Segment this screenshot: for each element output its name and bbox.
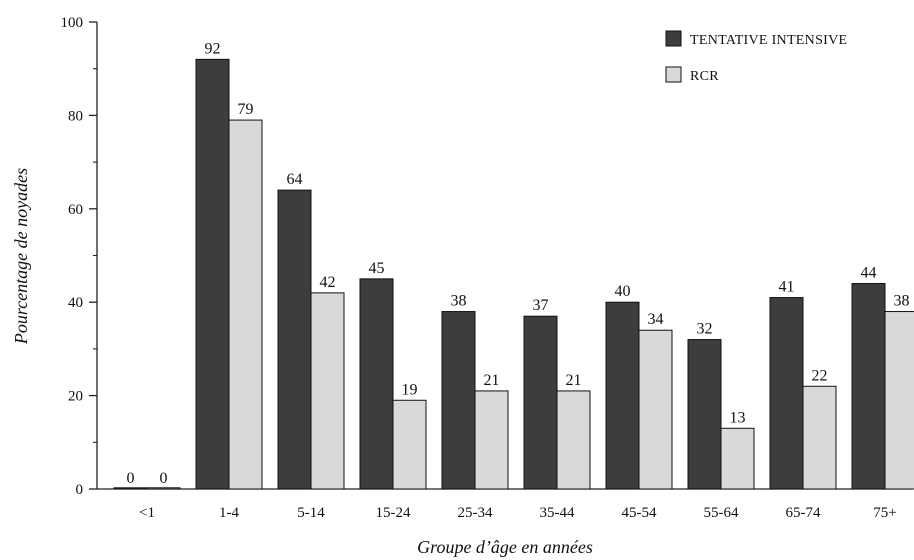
y-axis: 0 20 40 60 80 100 xyxy=(61,15,98,498)
data-label: 37 xyxy=(533,297,549,314)
data-label: 13 xyxy=(730,409,746,426)
data-label: 79 xyxy=(238,101,254,118)
x-axis: <1 1-4 5-14 15-24 25-34 35-44 45-54 55-64 65-74 7… xyxy=(97,488,912,521)
bar-tentative-intensive xyxy=(195,58,230,490)
x-tick-label: 75+ xyxy=(873,505,896,521)
bar-tentative-intensive xyxy=(769,297,804,490)
x-tick-label: 35-44 xyxy=(540,505,575,521)
y-tick-label: 0 xyxy=(76,482,84,498)
bar-tentative-intensive xyxy=(277,189,312,490)
bar-tentative-intensive xyxy=(605,301,640,490)
bar-rcr xyxy=(228,119,263,490)
bar-rcr xyxy=(720,427,755,490)
bars xyxy=(113,58,914,490)
x-tick-label: 5-14 xyxy=(297,505,325,521)
x-tick-label: 1-4 xyxy=(219,505,239,521)
x-tick-label: 15-24 xyxy=(376,505,411,521)
data-label: 41 xyxy=(779,279,795,296)
data-label: 34 xyxy=(648,311,664,328)
y-tick-label: 40 xyxy=(68,295,83,311)
bar-tentative-intensive xyxy=(523,315,558,490)
y-tick-label: 80 xyxy=(68,108,83,124)
bar-rcr xyxy=(474,390,509,490)
x-tick-label: <1 xyxy=(139,505,155,521)
bar-tentative-intensive xyxy=(359,278,394,490)
data-label: 64 xyxy=(287,171,303,188)
y-tick-label: 20 xyxy=(68,389,83,405)
bar-tentative-intensive xyxy=(687,339,722,490)
y-axis-title: Pourcentage de noyades xyxy=(11,168,31,345)
x-tick-label: 45-54 xyxy=(622,505,657,521)
data-label: 40 xyxy=(615,283,631,300)
data-label: 45 xyxy=(369,260,385,277)
x-tick-label: 65-74 xyxy=(786,505,821,521)
data-label: 21 xyxy=(566,372,582,389)
bar-rcr xyxy=(802,385,837,490)
data-labels: 0 0 92 79 64 42 45 19 38 21 37 21 40 34 32 13 41 22 44 38 xyxy=(127,40,910,487)
data-label: 38 xyxy=(451,293,467,310)
bar-tentative-intensive xyxy=(113,487,148,490)
x-tick-label: 55-64 xyxy=(704,505,739,521)
y-tick-label: 60 xyxy=(68,202,83,218)
data-label: 32 xyxy=(697,321,713,338)
bar-tentative-intensive xyxy=(851,283,886,490)
data-label: 44 xyxy=(861,265,877,282)
data-label: 22 xyxy=(812,367,828,384)
bar-rcr xyxy=(310,292,345,490)
data-label: 19 xyxy=(402,381,418,398)
data-label: 0 xyxy=(160,470,168,487)
bar-rcr xyxy=(884,311,914,490)
data-label: 92 xyxy=(205,40,221,57)
bar-rcr xyxy=(392,399,427,490)
data-label: 21 xyxy=(484,372,500,389)
x-axis-title: Groupe d’âge en années xyxy=(417,537,593,557)
legend-label: RCR xyxy=(690,69,719,84)
legend: TENTATIVE INTENSIVE RCR xyxy=(665,30,847,84)
y-tick-label: 100 xyxy=(61,15,84,31)
data-label: 42 xyxy=(320,274,336,291)
x-tick-label: 25-34 xyxy=(458,505,493,521)
bar-rcr xyxy=(638,329,673,490)
legend-label: TENTATIVE INTENSIVE xyxy=(690,33,847,48)
bar-tentative-intensive xyxy=(441,311,476,490)
data-label: 0 xyxy=(127,470,135,487)
bar-rcr xyxy=(146,487,181,490)
legend-swatch xyxy=(665,30,682,47)
data-label: 38 xyxy=(894,293,910,310)
legend-swatch xyxy=(665,66,682,83)
bar-rcr xyxy=(556,390,591,490)
